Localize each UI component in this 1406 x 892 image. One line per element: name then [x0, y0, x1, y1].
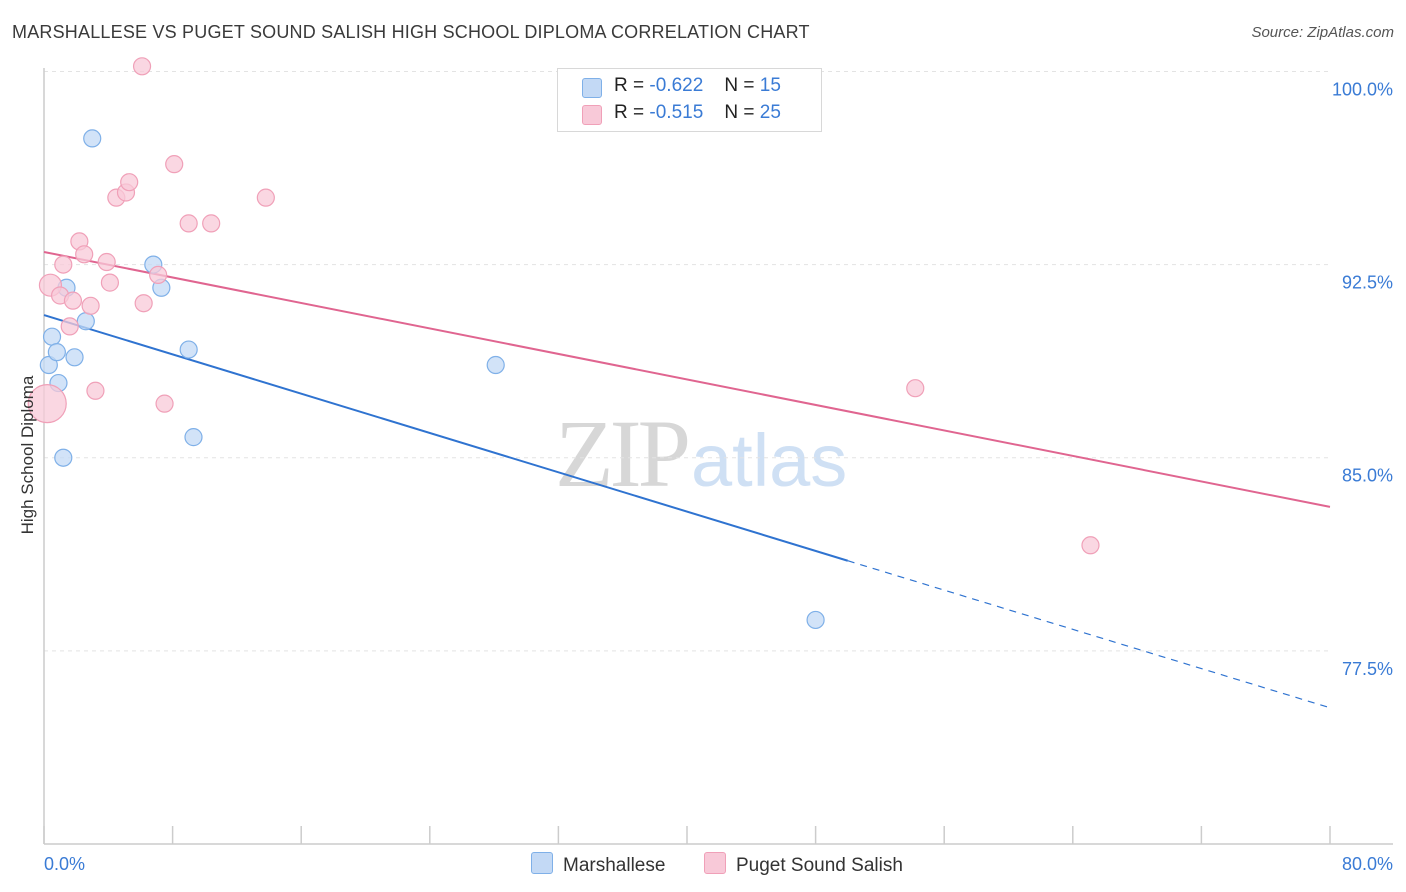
data-point	[76, 312, 95, 331]
data-point	[134, 294, 153, 313]
data-point	[54, 255, 73, 274]
n-value: 25	[759, 102, 781, 123]
marshallese-label: Marshallese	[563, 855, 666, 876]
marshallese-swatch	[531, 852, 553, 874]
data-point	[47, 343, 66, 362]
n-value: 15	[759, 75, 781, 96]
legend-text: R = -0.515 N = 25	[614, 102, 781, 124]
x-tick-label: 80.0%	[1342, 854, 1393, 874]
n-label: N =	[724, 102, 755, 123]
trend-line	[43, 314, 849, 562]
trend-lines	[43, 250, 1331, 709]
data-point	[256, 188, 275, 207]
data-point	[202, 214, 221, 233]
chart-title: MARSHALLESE VS PUGET SOUND SALISH HIGH S…	[12, 22, 810, 42]
data-point	[100, 273, 120, 292]
watermark-zip: ZIP	[555, 400, 691, 507]
axes	[43, 68, 1393, 845]
tick-labels: 77.5% 85.0% 92.5% 100.0% 0.0% 80.0%	[44, 79, 1393, 874]
puget-sound-salish-swatch	[704, 852, 726, 874]
y-tick-label: 92.5%	[1342, 273, 1393, 293]
legend-text: R = -0.622 N = 15	[614, 75, 781, 97]
data-point	[486, 355, 505, 375]
data-point	[806, 610, 825, 630]
data-point	[81, 296, 100, 315]
data-point	[155, 394, 174, 413]
data-point	[179, 214, 198, 233]
data-point	[60, 317, 79, 336]
r-label: R =	[614, 75, 645, 96]
data-point	[65, 348, 84, 367]
x-tick-label: 0.0%	[44, 854, 85, 874]
data-point	[42, 327, 62, 346]
data-point	[97, 252, 116, 272]
puget-sound-salish-swatch	[582, 105, 602, 125]
data-point	[63, 291, 83, 310]
r-value: -0.515	[649, 102, 704, 123]
r-label: R =	[614, 102, 645, 123]
data-point	[27, 384, 67, 424]
marshallese-swatch	[582, 78, 602, 98]
y-axis-label: High School Diploma	[18, 375, 37, 535]
n-label: N =	[724, 75, 755, 96]
data-point	[906, 379, 925, 398]
grid-lines	[44, 70, 1330, 652]
data-point	[120, 173, 139, 192]
data-point	[149, 265, 168, 284]
bottom-legend-puget-sound-salish: Puget Sound Salish	[704, 852, 903, 877]
puget-sound-salish-label: Puget Sound Salish	[736, 855, 903, 876]
data-point	[83, 129, 102, 148]
y-tick-label: 100.0%	[1332, 79, 1393, 99]
data-point	[1081, 536, 1100, 555]
y-tick-label: 85.0%	[1342, 466, 1393, 486]
watermark: ZIPatlas	[555, 398, 847, 509]
data-points	[27, 57, 1100, 630]
data-point	[39, 355, 58, 375]
data-point	[184, 428, 203, 447]
y-tick-label: 77.5%	[1342, 659, 1393, 679]
trend-line	[43, 250, 1331, 508]
source-label: Source: ZipAtlas.com	[1251, 24, 1394, 41]
data-point	[165, 155, 184, 174]
trend-line-extension	[847, 560, 1331, 709]
data-point	[179, 340, 198, 359]
data-point	[86, 381, 105, 400]
data-point	[75, 245, 94, 264]
data-point	[54, 448, 73, 467]
watermark-atlas: atlas	[691, 419, 848, 502]
r-value: -0.622	[649, 75, 704, 96]
stats-legend: R = -0.622 N = 15 R = -0.515 N = 25	[557, 68, 822, 132]
bottom-legend-marshallese: Marshallese	[531, 852, 665, 877]
data-point	[132, 57, 152, 76]
